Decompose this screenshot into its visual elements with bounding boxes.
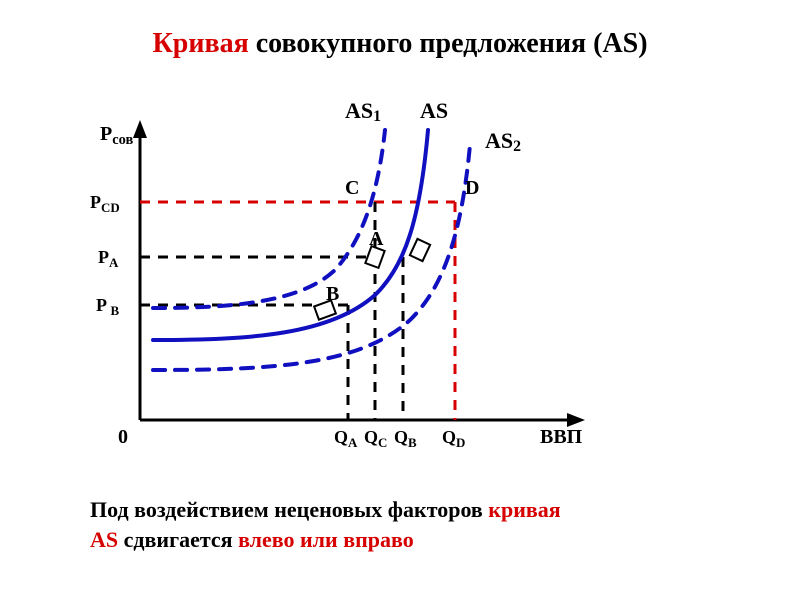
- curve-labels: AS1 AS AS2: [345, 98, 521, 155]
- svg-text:B: B: [326, 283, 339, 305]
- svg-text:QA: QA: [334, 427, 358, 450]
- y-axis-main: P: [100, 123, 112, 145]
- svg-text:QD: QD: [442, 427, 465, 450]
- curve-as1: [153, 130, 385, 308]
- cap-2b: сдвигается: [124, 527, 238, 552]
- x-axis-label: ВВП: [540, 426, 583, 448]
- point-markers: [314, 239, 430, 320]
- svg-text:QC: QC: [364, 427, 387, 450]
- svg-text:PCD: PCD: [90, 192, 120, 215]
- svg-text:P B: P B: [96, 295, 120, 318]
- price-labels: PCD PA P B: [90, 192, 120, 318]
- axis-labels: Pсов ВВП 0: [100, 123, 583, 448]
- svg-text:Pсов: Pсов: [100, 123, 133, 148]
- quantity-labels: QA QC QB QD: [334, 427, 465, 450]
- cap-1a: Под воздействием неценовых факторов: [90, 497, 488, 522]
- svg-text:QB: QB: [394, 427, 417, 450]
- cap-2c: влево или вправо: [238, 527, 414, 552]
- axes: [133, 120, 585, 427]
- svg-text:PA: PA: [98, 247, 119, 270]
- chart-caption: Под воздействием неценовых факторов крив…: [90, 495, 710, 554]
- curve-as: [153, 130, 428, 340]
- svg-text:A: A: [369, 228, 384, 250]
- y-axis-sub: сов: [112, 132, 133, 148]
- origin-label: 0: [118, 426, 128, 448]
- svg-text:AS1: AS1: [345, 98, 381, 125]
- cap-2a: AS: [90, 527, 124, 552]
- svg-text:AS2: AS2: [485, 128, 521, 155]
- cap-1b: кривая: [488, 497, 560, 522]
- guides: [140, 202, 455, 420]
- svg-text:AS: AS: [420, 98, 448, 123]
- svg-text:D: D: [465, 177, 479, 199]
- svg-text:C: C: [345, 177, 359, 199]
